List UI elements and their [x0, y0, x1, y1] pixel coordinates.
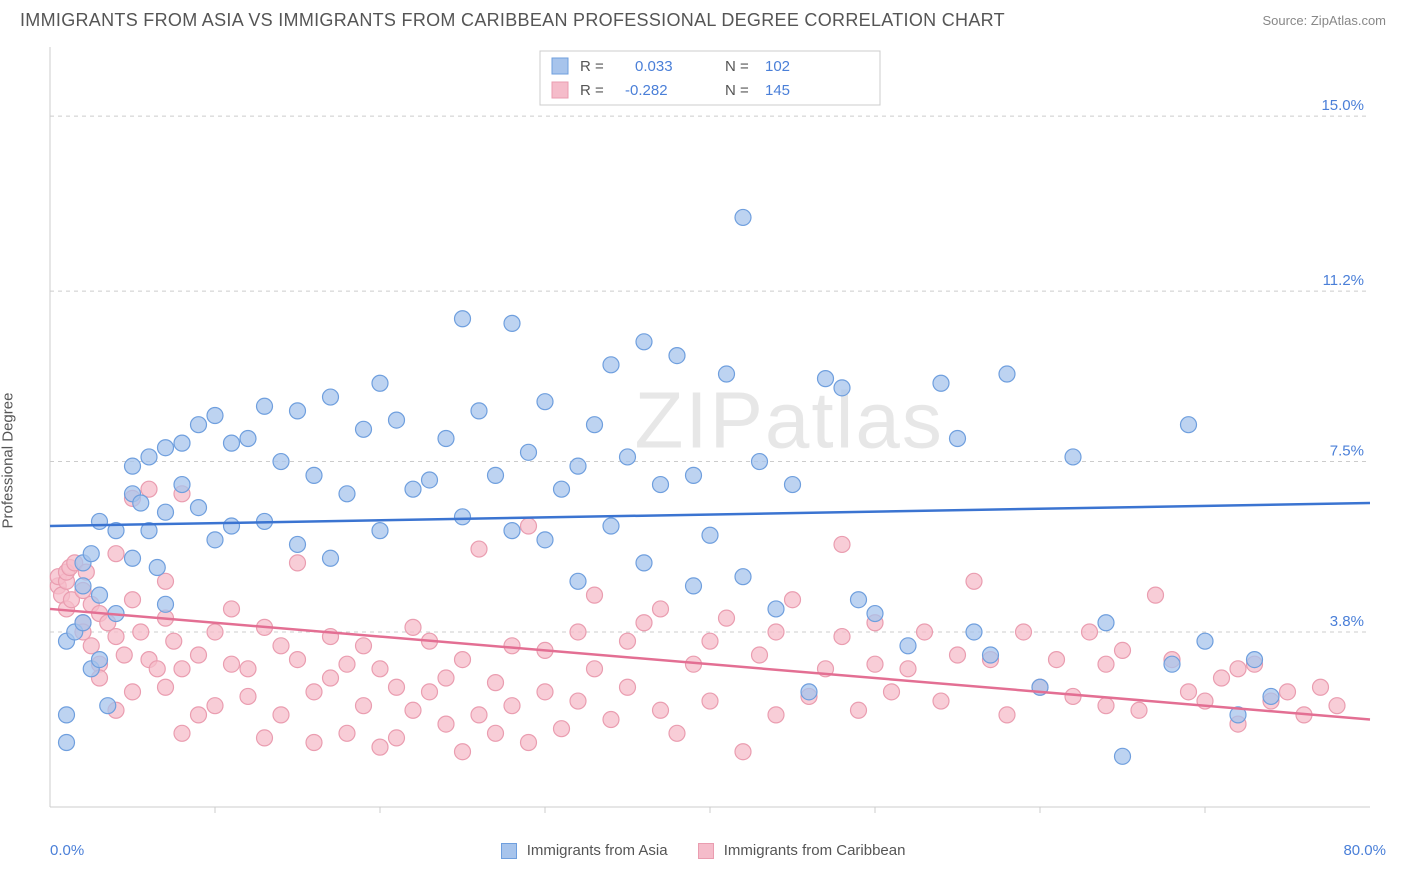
legend-bottom: Immigrants from Asia Immigrants from Car… — [0, 842, 1406, 859]
svg-text:-0.282: -0.282 — [625, 82, 668, 99]
legend-label-asia: Immigrants from Asia — [527, 842, 668, 859]
svg-text:R =: R = — [580, 82, 604, 99]
svg-text:102: 102 — [765, 58, 790, 75]
svg-text:R =: R = — [580, 58, 604, 75]
legend-label-caribbean: Immigrants from Caribbean — [724, 842, 906, 859]
svg-text:ZIPatlas: ZIPatlas — [634, 376, 943, 465]
source-label: Source: ZipAtlas.com — [1262, 13, 1386, 28]
svg-text:145: 145 — [765, 82, 790, 99]
chart-title: IMMIGRANTS FROM ASIA VS IMMIGRANTS FROM … — [20, 10, 1005, 31]
svg-text:15.0%: 15.0% — [1321, 97, 1364, 114]
svg-text:11.2%: 11.2% — [1323, 272, 1364, 289]
legend-swatch-caribbean — [698, 843, 714, 859]
svg-text:7.5%: 7.5% — [1330, 443, 1364, 460]
chart-container: Professional Degree 3.8% 7.5% 11.2% 15.0% ZI… — [0, 37, 1406, 867]
svg-text:3.8%: 3.8% — [1330, 613, 1364, 630]
svg-text:N =: N = — [725, 58, 749, 75]
scatter-chart: 3.8% 7.5% 11.2% 15.0% ZIPatlas R = 0.033 N = 102… — [0, 37, 1406, 847]
y-axis-label: Professional Degree — [0, 393, 17, 529]
x-axis-max: 80.0% — [1343, 842, 1386, 859]
legend-swatch-asia — [501, 843, 517, 859]
svg-text:N =: N = — [725, 82, 749, 99]
svg-text:0.033: 0.033 — [635, 58, 673, 75]
